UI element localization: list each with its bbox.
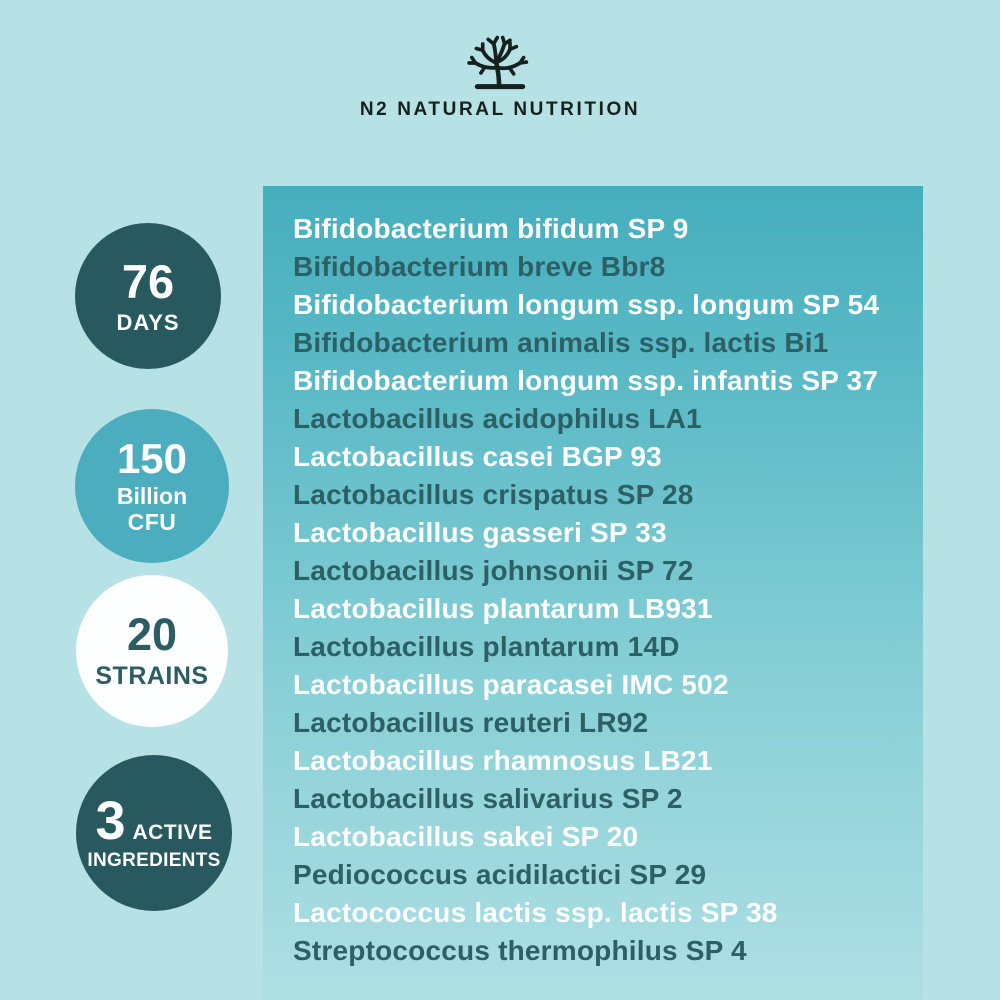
badge-strains: 20 STRAINS (76, 575, 228, 727)
list-item: Lactobacillus gasseri SP 33 (293, 517, 667, 548)
list-item: Bifidobacterium breve Bbr8 (293, 251, 666, 282)
list-item: Lactobacillus plantarum 14D (293, 631, 680, 662)
strain-list: Bifidobacterium bifidum SP 9 Bifidobacte… (263, 186, 923, 970)
list-item: Lactobacillus johnsonii SP 72 (293, 555, 694, 586)
badge-cfu: 150 Billion CFU (75, 409, 229, 563)
list-item: Pediococcus acidilactici SP 29 (293, 859, 707, 890)
brand-header: N2 NATURAL NUTRITION (0, 34, 1000, 121)
list-item: Lactococcus lactis ssp. lactis SP 38 (293, 897, 778, 928)
tree-icon (467, 35, 529, 90)
list-item: Bifidobacterium longum ssp. infantis SP … (293, 365, 879, 396)
list-item: Lactobacillus sakei SP 20 (293, 821, 639, 852)
list-item: Lactobacillus reuteri LR92 (293, 707, 649, 738)
badge-active-value: 3 (95, 791, 126, 851)
badge-active-row: 3 ACTIVE (95, 794, 212, 848)
badge-cfu-unit: Billion (116, 482, 188, 509)
badge-ingredients-label: INGREDIENTS (87, 850, 221, 871)
badge-cfu-label: CFU (127, 509, 177, 536)
list-item: Bifidobacterium longum ssp. longum SP 54 (293, 289, 880, 320)
list-item: Lactobacillus paracasei IMC 502 (293, 669, 729, 700)
list-item: Bifidobacterium animalis ssp. lactis Bi1 (293, 327, 829, 358)
badge-strains-label: STRAINS (95, 662, 209, 691)
badge-days-value: 76 (121, 255, 175, 309)
badge-cfu-value: 150 (116, 434, 188, 482)
strain-list-panel: Bifidobacterium bifidum SP 9 Bifidobacte… (263, 186, 923, 1000)
badge-active-ingredients: 3 ACTIVE INGREDIENTS (76, 755, 232, 911)
badge-strains-value: 20 (126, 609, 178, 660)
brand-name: N2 NATURAL NUTRITION (359, 99, 641, 120)
list-item: Lactobacillus salivarius SP 2 (293, 783, 683, 814)
list-item: Lactobacillus plantarum LB931 (293, 593, 713, 624)
badge-days: 76 DAYS (75, 223, 221, 369)
list-item: Streptococcus thermophilus SP 4 (293, 935, 747, 966)
list-item: Lactobacillus casei BGP 93 (293, 441, 662, 472)
badge-days-label: DAYS (116, 309, 180, 335)
list-item: Lactobacillus rhamnosus LB21 (293, 745, 713, 776)
list-item: Lactobacillus crispatus SP 28 (293, 479, 694, 510)
badge-active-label: ACTIVE (132, 821, 213, 844)
list-item: Bifidobacterium bifidum SP 9 (293, 213, 689, 244)
list-item: Lactobacillus acidophilus LA1 (293, 403, 702, 434)
